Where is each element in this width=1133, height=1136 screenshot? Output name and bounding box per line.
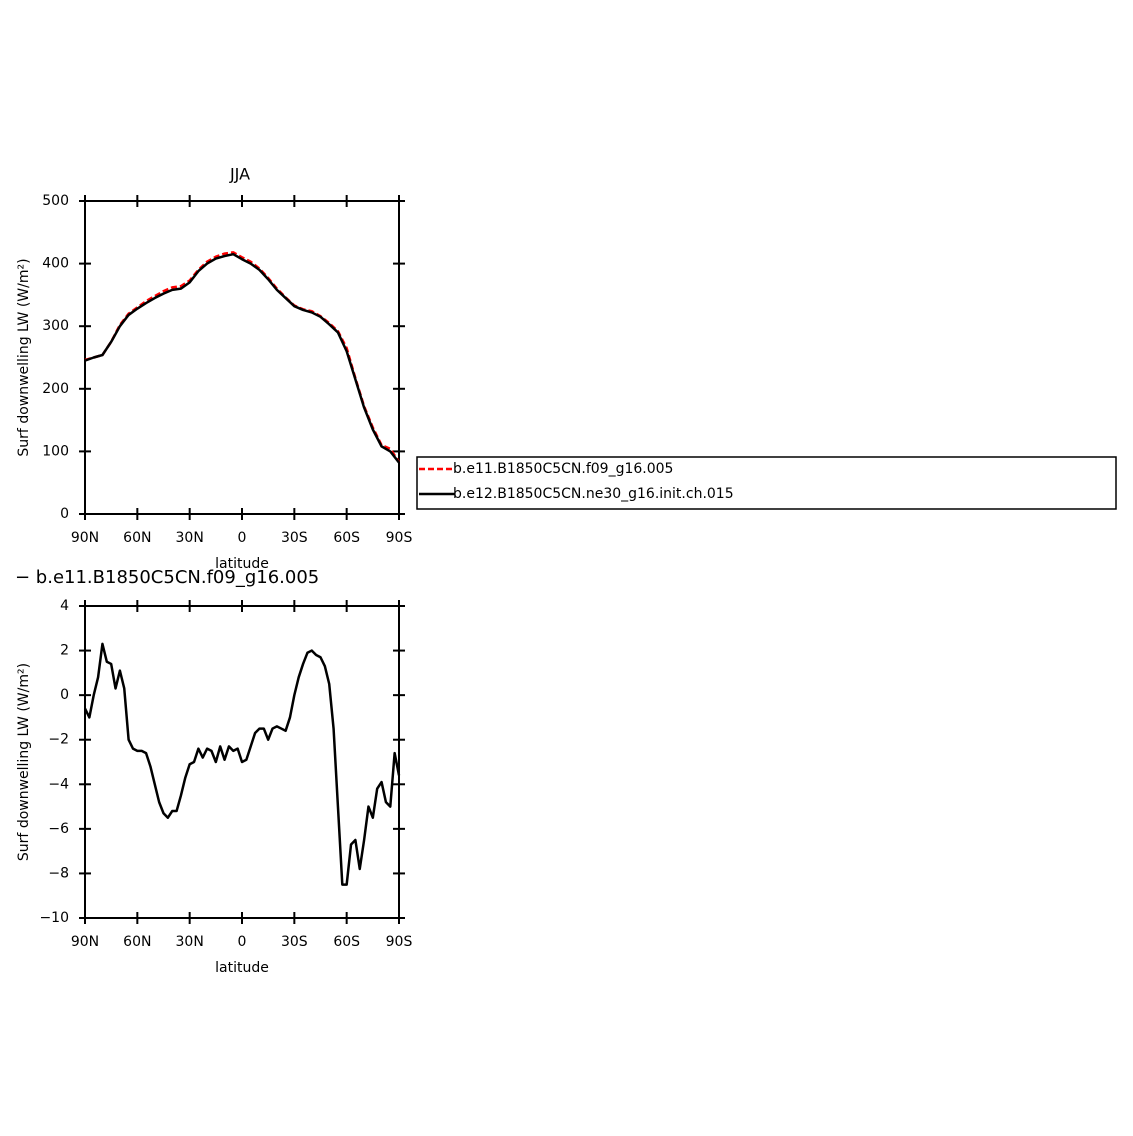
- y-tick-label: 200: [42, 381, 69, 397]
- x-tick-label: 0: [238, 934, 247, 950]
- x-tick-label: 90S: [386, 530, 413, 546]
- y-tick-label: 400: [42, 256, 69, 272]
- x-axis-label: latitude: [215, 960, 269, 976]
- x-tick-label: 30S: [281, 934, 308, 950]
- plot-frame: [84, 200, 400, 515]
- legend-label: b.e12.B1850C5CN.ne30_g16.init.ch.015: [453, 486, 734, 502]
- y-tick-label: −2: [48, 732, 69, 748]
- chart-title: − b.e11.B1850C5CN.f09_g16.005: [15, 567, 319, 588]
- x-tick-label: 90N: [71, 530, 99, 546]
- y-tick-label: −6: [48, 821, 69, 837]
- y-tick-label: 300: [42, 318, 69, 334]
- y-tick-label: −10: [39, 910, 69, 926]
- y-axis-label: Surf downwelling LW (W/m²): [16, 663, 32, 861]
- y-tick-label: −4: [48, 776, 69, 792]
- legend-label: b.e11.B1850C5CN.f09_g16.005: [453, 461, 673, 477]
- x-tick-label: 30N: [176, 530, 204, 546]
- x-tick-label: 60N: [123, 530, 151, 546]
- data-line: [84, 251, 401, 463]
- y-tick-label: 0: [60, 687, 69, 703]
- chart-title: JJA: [229, 165, 250, 184]
- y-tick-label: 4: [60, 598, 69, 614]
- legend-box: [416, 456, 1117, 510]
- x-tick-label: 30S: [281, 530, 308, 546]
- x-tick-label: 30N: [176, 934, 204, 950]
- y-tick-label: 2: [60, 643, 69, 659]
- x-tick-label: 60S: [333, 530, 360, 546]
- x-tick-label: 60S: [333, 934, 360, 950]
- x-tick-label: 0: [238, 530, 247, 546]
- y-tick-label: 100: [42, 443, 69, 459]
- x-tick-label: 90S: [386, 934, 413, 950]
- x-tick-label: 60N: [123, 934, 151, 950]
- x-tick-label: 90N: [71, 934, 99, 950]
- data-line: [83, 642, 401, 886]
- x-axis-label: latitude: [215, 556, 269, 572]
- y-tick-label: 500: [42, 193, 69, 209]
- data-line: [84, 252, 400, 464]
- y-tick-label: 0: [60, 506, 69, 522]
- y-tick-label: −8: [48, 865, 69, 881]
- y-axis-label: Surf downwelling LW (W/m²): [16, 258, 32, 456]
